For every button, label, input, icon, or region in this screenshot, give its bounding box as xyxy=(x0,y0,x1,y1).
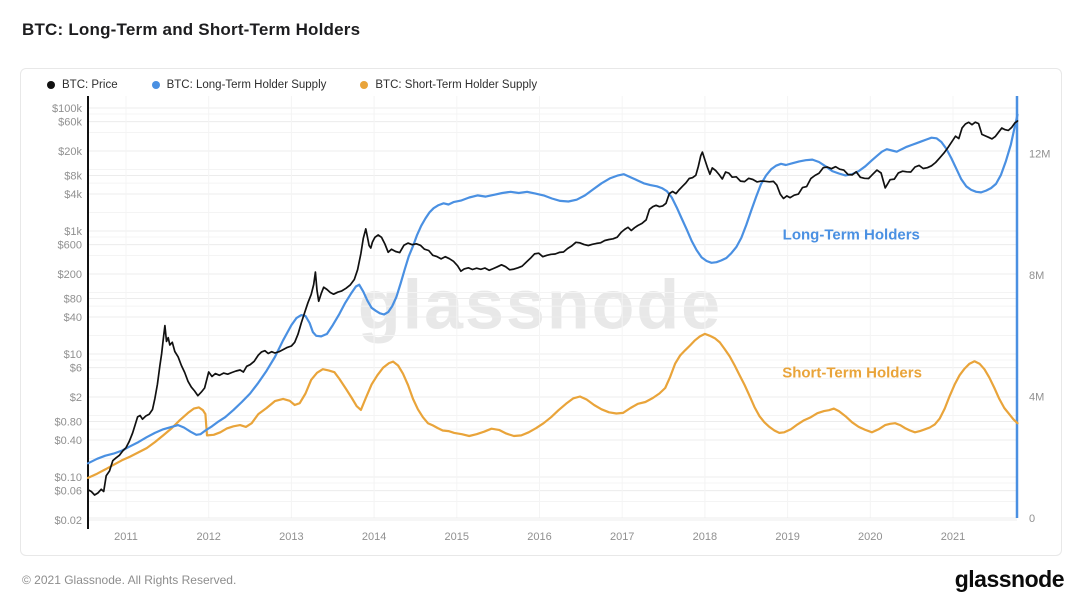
legend-label-sth: BTC: Short-Term Holder Supply xyxy=(375,79,538,91)
svg-text:$4k: $4k xyxy=(64,189,82,201)
svg-text:2013: 2013 xyxy=(279,531,303,543)
svg-text:$10: $10 xyxy=(64,349,82,361)
series-lth-supply xyxy=(86,113,1019,465)
price-axis-labels: $100k$60k$20k$8k$4k$1k$600$200$80$40$10$… xyxy=(52,103,82,527)
svg-text:$80: $80 xyxy=(64,293,82,305)
svg-text:12M: 12M xyxy=(1029,148,1050,160)
svg-text:$0.06: $0.06 xyxy=(54,485,82,497)
series-sth-supply xyxy=(86,332,1019,479)
svg-text:$60k: $60k xyxy=(58,116,82,128)
svg-text:$40: $40 xyxy=(64,312,82,324)
annotation-long-term-holders: Long-Term Holders xyxy=(783,226,920,243)
legend-swatch-sth-icon xyxy=(360,81,369,89)
svg-text:$200: $200 xyxy=(58,269,82,281)
svg-text:2019: 2019 xyxy=(775,531,799,543)
page-title: BTC: Long-Term and Short-Term Holders xyxy=(22,20,361,39)
svg-text:$0.02: $0.02 xyxy=(54,515,82,527)
svg-text:$8k: $8k xyxy=(64,170,82,182)
legend-item-lth-supply[interactable]: BTC: Long-Term Holder Supply xyxy=(151,79,327,91)
svg-text:4M: 4M xyxy=(1029,391,1044,403)
chart-canvas[interactable]: glassnode$100k$60k$20k$8k$4k$1k$600$200$… xyxy=(21,88,1061,550)
svg-text:$6: $6 xyxy=(70,362,82,374)
copyright-text: © 2021 Glassnode. All Rights Reserved. xyxy=(22,572,237,587)
page-footer: © 2021 Glassnode. All Rights Reserved. g… xyxy=(0,566,1080,593)
svg-text:2011: 2011 xyxy=(114,531,138,543)
vertical-gridlines xyxy=(125,96,954,518)
svg-text:$600: $600 xyxy=(58,239,82,251)
legend-item-sth-supply[interactable]: BTC: Short-Term Holder Supply xyxy=(360,79,537,91)
chart-legend: BTC: Price BTC: Long-Term Holder Supply … xyxy=(47,79,537,91)
supply-axis-labels: 0 4M 8M 12M xyxy=(1029,148,1050,524)
svg-text:2014: 2014 xyxy=(362,531,386,543)
svg-text:2015: 2015 xyxy=(445,531,469,543)
svg-text:$0.10: $0.10 xyxy=(54,472,82,484)
page-root: BTC: Long-Term and Short-Term Holders BT… xyxy=(0,20,1080,592)
legend-label-lth: BTC: Long-Term Holder Supply xyxy=(166,79,327,91)
legend-swatch-price-icon xyxy=(47,81,55,89)
svg-text:2020: 2020 xyxy=(858,531,882,543)
svg-text:$2: $2 xyxy=(70,392,82,404)
svg-text:$0.80: $0.80 xyxy=(54,416,82,428)
svg-text:$100k: $100k xyxy=(52,103,82,115)
svg-text:$20k: $20k xyxy=(58,146,82,158)
series-btc-price xyxy=(87,120,1019,496)
legend-label-price: BTC: Price xyxy=(62,79,118,91)
legend-swatch-lth-icon xyxy=(151,81,160,89)
svg-text:$0.40: $0.40 xyxy=(54,435,82,447)
year-axis-labels: 2011 2012 2013 2014 2015 2016 2017 2018 2019 2020… xyxy=(114,531,965,543)
chart-card: BTC: Price BTC: Long-Term Holder Supply … xyxy=(20,68,1062,556)
glassnode-logo[interactable]: glassnode xyxy=(954,566,1065,592)
legend-item-btc-price[interactable]: BTC: Price xyxy=(47,79,118,91)
svg-text:$1k: $1k xyxy=(64,226,82,238)
svg-text:2018: 2018 xyxy=(693,531,717,543)
annotation-short-term-holders: Short-Term Holders xyxy=(782,365,922,382)
svg-text:2016: 2016 xyxy=(527,531,551,543)
svg-text:8M: 8M xyxy=(1029,270,1044,282)
svg-text:2017: 2017 xyxy=(610,531,634,543)
svg-text:2012: 2012 xyxy=(196,531,220,543)
svg-text:0: 0 xyxy=(1029,513,1035,525)
svg-text:2021: 2021 xyxy=(941,531,965,543)
